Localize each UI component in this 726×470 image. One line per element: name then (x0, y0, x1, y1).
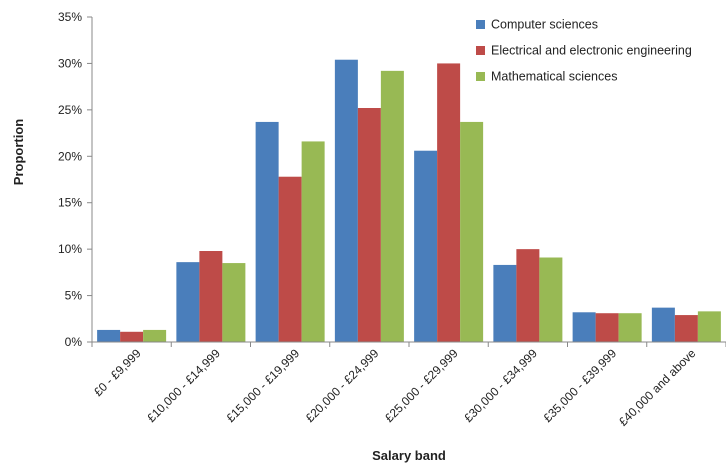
y-tick-label: 0% (65, 335, 83, 349)
x-tick-label: £0 - £9,999 (91, 346, 144, 399)
bar (334, 59, 358, 342)
bar (143, 329, 167, 342)
y-axis-ticks: 0% 5% 10% 15% 20% 25% 30% 35% (58, 10, 92, 349)
bar (301, 141, 325, 342)
bar (414, 150, 438, 342)
bar (97, 329, 121, 342)
y-tick-label: 30% (58, 56, 82, 70)
bar (357, 108, 381, 342)
legend-label: Electrical and electronic engineering (491, 44, 692, 58)
x-tick-label: £30,000 - £34,999 (461, 346, 540, 425)
bar (222, 263, 246, 342)
bar (380, 70, 404, 342)
bar (595, 313, 619, 342)
bar (493, 264, 517, 342)
bar (516, 249, 540, 342)
x-tick-label: £40,000 and above (616, 346, 699, 429)
bar (255, 121, 279, 342)
bar (674, 315, 698, 342)
bar (199, 251, 223, 342)
y-tick-label: 15% (58, 196, 82, 210)
y-tick-label: 35% (58, 10, 82, 24)
y-axis-label: Proportion (11, 119, 26, 185)
x-tick-label: £10,000 - £14,999 (144, 346, 223, 425)
bars (97, 59, 721, 343)
bar (572, 312, 596, 342)
legend-swatch (476, 20, 485, 29)
bar (651, 307, 675, 342)
x-tick-label: £20,000 - £24,999 (303, 346, 382, 425)
x-tick-label: £35,000 - £39,999 (540, 346, 619, 425)
y-tick-label: 10% (58, 242, 82, 256)
bar (437, 63, 461, 343)
bar (278, 176, 302, 342)
x-axis-label: Salary band (372, 448, 446, 463)
legend-label: Mathematical sciences (491, 70, 617, 84)
bar (460, 121, 484, 342)
y-tick-label: 20% (58, 149, 82, 163)
bar (697, 311, 721, 342)
bar (120, 331, 144, 342)
y-tick-label: 25% (58, 103, 82, 117)
y-axis-title: Proportion (11, 119, 26, 185)
legend-label: Computer sciences (491, 18, 598, 32)
bar (618, 313, 642, 342)
x-tick-label: £15,000 - £19,999 (223, 346, 302, 425)
bar (539, 257, 563, 342)
x-tick-label: £25,000 - £29,999 (382, 346, 461, 425)
bar (176, 262, 200, 342)
y-tick-label: 5% (65, 289, 83, 303)
legend-swatch (476, 72, 485, 81)
legend: Computer sciences Electrical and electron… (476, 18, 692, 84)
legend-swatch (476, 46, 485, 55)
x-axis-ticks: £0 - £9,999 £10,000 - £14,999 £15,000 - £1… (91, 342, 726, 429)
